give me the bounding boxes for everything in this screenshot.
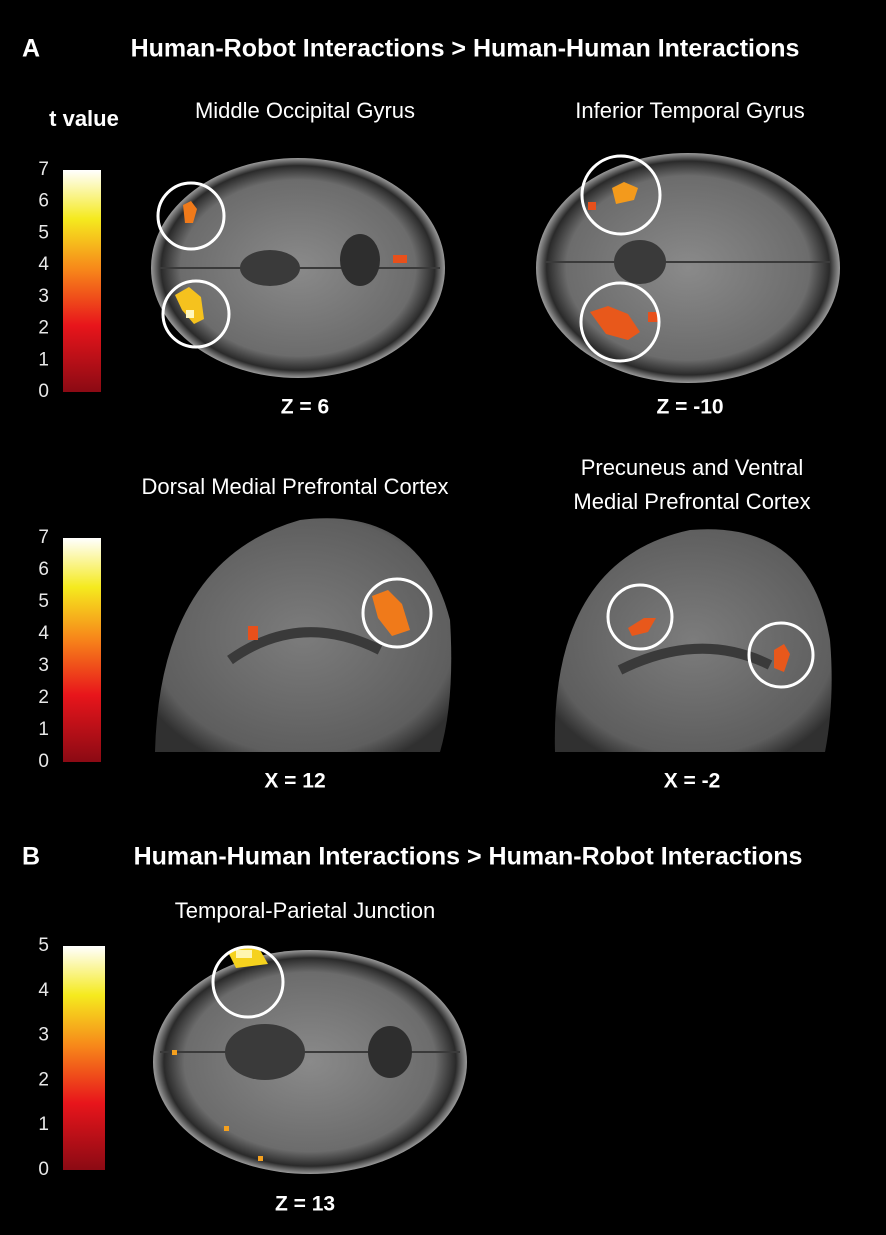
colorbar xyxy=(63,538,101,762)
panel-title: Human-Human Interactions > Human-Robot I… xyxy=(134,843,803,871)
tick-label: 5 xyxy=(38,935,49,956)
tick-label: 3 xyxy=(38,1025,49,1046)
tick-label: 3 xyxy=(38,655,49,676)
tick-label: 0 xyxy=(38,381,49,402)
tick-label: 0 xyxy=(38,751,49,772)
image-title: Precuneus and Ventral xyxy=(581,455,804,480)
image-title: Dorsal Medial Prefrontal Cortex xyxy=(142,474,449,499)
coordinate-label: Z = -10 xyxy=(656,396,723,419)
panel-title: Human-Robot Interactions > Human-Human I… xyxy=(131,35,800,63)
tick-label: 2 xyxy=(38,1069,49,1090)
tick-label: 5 xyxy=(38,591,49,612)
colorbar-label: t value xyxy=(49,106,119,131)
coordinate-label: Z = 13 xyxy=(275,1193,335,1216)
tick-label: 4 xyxy=(38,623,49,644)
panel-letter: B xyxy=(22,843,40,871)
tick-label: 6 xyxy=(38,559,49,580)
tick-label: 1 xyxy=(38,1114,49,1135)
tick-label: 0 xyxy=(38,1159,49,1180)
tick-label: 4 xyxy=(38,254,49,275)
brain-image xyxy=(536,153,840,383)
image-title: Medial Prefrontal Cortex xyxy=(573,489,810,514)
tick-label: 2 xyxy=(38,687,49,708)
coordinate-label: X = -2 xyxy=(664,770,721,793)
tick-label: 4 xyxy=(38,980,49,1001)
coordinate-label: Z = 6 xyxy=(281,396,329,419)
tick-label: 3 xyxy=(38,286,49,307)
brain-image xyxy=(151,158,445,378)
panel-letter: A xyxy=(22,35,40,63)
colorbar xyxy=(63,946,105,1170)
image-title: Temporal-Parietal Junction xyxy=(175,898,435,923)
tick-label: 7 xyxy=(38,527,49,548)
coordinate-label: X = 12 xyxy=(264,770,325,793)
tick-label: 2 xyxy=(38,318,49,339)
tick-label: 5 xyxy=(38,222,49,243)
image-title: Inferior Temporal Gyrus xyxy=(575,98,804,123)
tick-label: 1 xyxy=(38,349,49,370)
tick-label: 1 xyxy=(38,719,49,740)
image-title: Middle Occipital Gyrus xyxy=(195,98,415,123)
figure: A Human-Robot Interactions > Human-Human… xyxy=(0,0,886,1235)
colorbar xyxy=(63,170,101,392)
tick-label: 6 xyxy=(38,191,49,212)
tick-label: 7 xyxy=(38,159,49,180)
